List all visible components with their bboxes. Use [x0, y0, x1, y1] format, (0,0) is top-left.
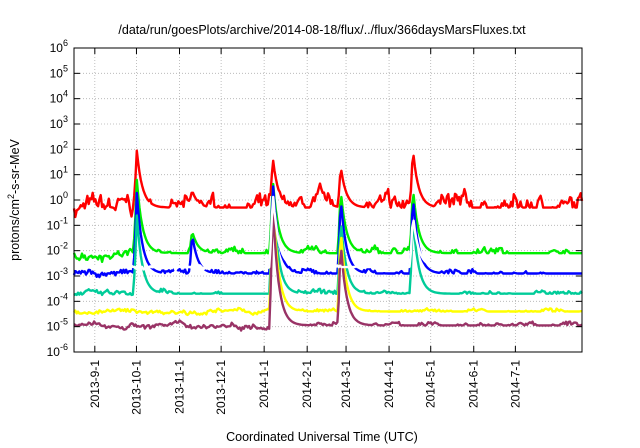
- y-tick-label: 10-3: [47, 266, 68, 283]
- y-tick-label: 10-4: [47, 291, 68, 308]
- y-tick-label: 105: [50, 63, 68, 80]
- y-tick-base: 10: [50, 41, 64, 55]
- y-tick-label: 100: [50, 190, 68, 207]
- series-line-1: [72, 149, 584, 219]
- y-tick-label: 102: [50, 139, 68, 156]
- x-tick-label: 2013-12-1: [214, 360, 228, 415]
- series-line-4: [73, 196, 583, 297]
- series-line-3: [72, 185, 582, 279]
- chart-title: /data/run/goesPlots/archive/2014-08-18/f…: [118, 23, 526, 37]
- y-tick-label: 101: [50, 165, 68, 182]
- y-tick-base: 10: [50, 117, 64, 131]
- x-tick-label: 2014-5-1: [424, 360, 438, 408]
- series-line-5: [73, 203, 582, 317]
- x-tick-label: 2013-10-1: [129, 360, 143, 415]
- x-axis: 2013-9-1 2013-10-1 2013-11-1 2013-12-1 2014-…: [88, 48, 522, 415]
- y-tick-label: 106: [50, 38, 68, 55]
- x-tick-label: 2013-9-1: [88, 360, 102, 408]
- y-tick-base: 10: [50, 92, 64, 106]
- y-axis-label-part2: -s-sr-MeV: [8, 138, 22, 194]
- y-tick-base: 10: [47, 244, 61, 258]
- y-axis-label: protons/cm2-s-sr-MeV: [6, 138, 22, 260]
- y-axis: 10-610-510-410-310-210-11001011021031041…: [47, 38, 582, 359]
- y-tick-exponent: 6: [63, 38, 68, 48]
- y-tick-label: 103: [50, 114, 68, 131]
- y-tick-exponent: -3: [60, 266, 68, 276]
- y-tick-base: 10: [47, 345, 61, 359]
- series-line-6: [73, 209, 583, 332]
- y-tick-base: 10: [50, 168, 64, 182]
- x-tick-label: 2014-7-1: [508, 360, 522, 408]
- y-tick-exponent: -6: [60, 342, 68, 352]
- x-tick-label: 2014-3-1: [339, 360, 353, 408]
- x-tick-label: 2013-11-1: [172, 360, 186, 414]
- y-tick-label: 10-2: [47, 241, 68, 258]
- y-axis-label-superscript: 2: [6, 194, 16, 199]
- y-tick-base: 10: [50, 142, 64, 156]
- y-tick-label: 10-5: [47, 317, 68, 334]
- x-tick-label: 2014-1-1: [257, 360, 271, 408]
- x-tick-label: 2014-6-1: [467, 360, 481, 408]
- y-tick-base: 10: [47, 269, 61, 283]
- y-tick-exponent: 2: [63, 139, 68, 149]
- y-tick-base: 10: [47, 294, 61, 308]
- y-tick-base: 10: [50, 193, 64, 207]
- y-tick-exponent: -4: [60, 291, 68, 301]
- series-line-7: [73, 195, 583, 272]
- y-tick-exponent: 0: [63, 190, 68, 200]
- y-axis-label-part1: protons/cm: [8, 199, 22, 261]
- y-tick-label: 10-1: [47, 215, 68, 232]
- x-tick-label: 2014-4-1: [382, 360, 396, 408]
- y-tick-label: 10-6: [47, 342, 68, 359]
- y-tick-base: 10: [47, 320, 61, 334]
- y-tick-base: 10: [50, 66, 64, 80]
- y-tick-exponent: -5: [60, 317, 68, 327]
- series-line-2: [72, 178, 582, 263]
- y-tick-exponent: -2: [60, 241, 68, 251]
- y-tick-exponent: 4: [63, 89, 68, 99]
- y-tick-base: 10: [47, 218, 61, 232]
- x-tick-label: 2014-2-1: [300, 360, 314, 408]
- y-tick-exponent: 1: [63, 165, 68, 175]
- x-axis-label: Coordinated Universal Time (UTC): [226, 430, 418, 444]
- y-tick-label: 104: [50, 89, 68, 106]
- y-tick-exponent: -1: [60, 215, 68, 225]
- y-tick-exponent: 3: [63, 114, 68, 124]
- y-tick-exponent: 5: [63, 63, 68, 73]
- series-layer: [72, 149, 584, 332]
